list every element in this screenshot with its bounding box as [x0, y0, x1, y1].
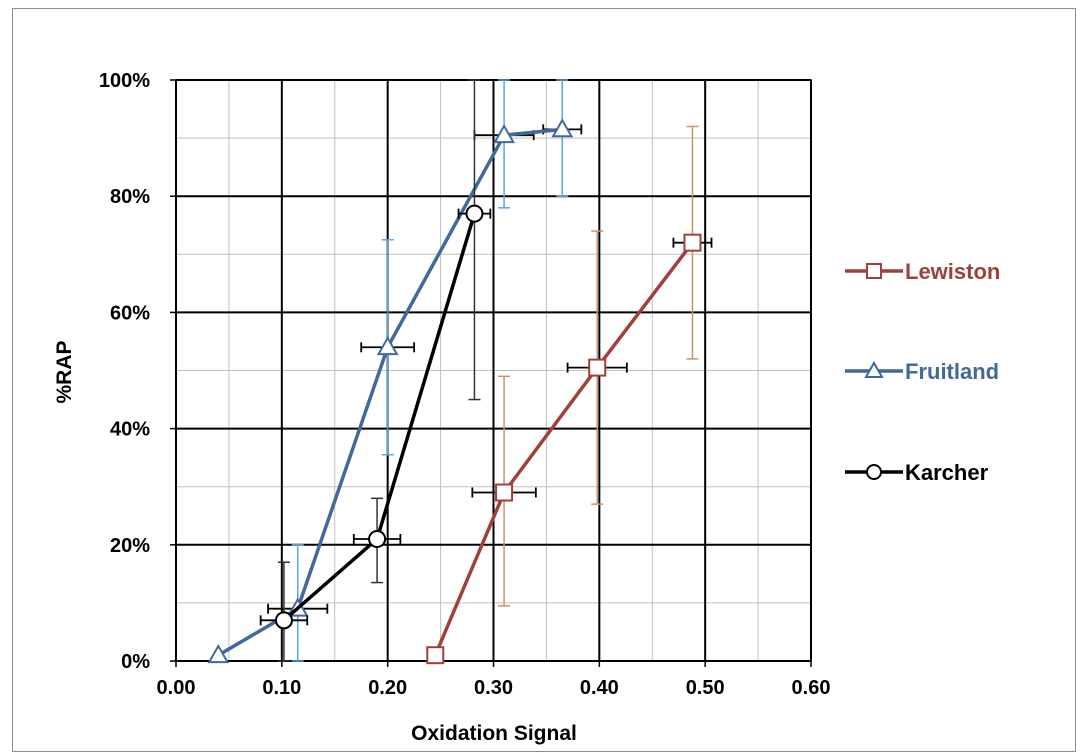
data-point-karcher [465, 204, 484, 223]
x-tick-label: 0.10 [262, 677, 301, 699]
data-point-fruitland [551, 118, 574, 138]
x-tick-label: 0.60 [792, 677, 831, 699]
plot-area-border [175, 79, 812, 662]
series-line-lewiston [433, 241, 694, 656]
data-point-fruitland [493, 123, 516, 144]
data-point-lewiston [683, 233, 702, 252]
legend: Lewiston Fruitland Karcher [845, 259, 1000, 485]
x-tick-label: 0.30 [474, 677, 513, 699]
legend-item-lewiston: Lewiston [845, 259, 1000, 284]
data-point-karcher [368, 529, 387, 548]
y-tick-label: 20% [110, 535, 150, 557]
data-point-fruitland [207, 643, 230, 664]
y-axis-title: %RAP [53, 340, 76, 403]
series-karcher [259, 79, 492, 662]
y-tick-label: 100% [99, 70, 150, 92]
data-point-lewiston [495, 483, 514, 502]
y-tick-label: 0% [121, 651, 150, 673]
x-tick-label: 0.00 [157, 677, 196, 699]
series-fruitland [207, 79, 583, 664]
series-line-fruitland [217, 127, 563, 657]
data-series [207, 79, 713, 665]
y-tick-label: 40% [110, 419, 150, 441]
legend-label-lewiston: Lewiston [905, 259, 1000, 284]
data-point-karcher [274, 611, 293, 630]
data-point-fruitland [376, 336, 399, 356]
data-point-lewiston [588, 358, 607, 377]
legend-marker-karcher [866, 464, 882, 480]
grid [170, 79, 812, 667]
series-line-karcher [282, 213, 477, 622]
tick-labels: 0.00 0.10 0.20 0.30 0.40 0.50 0.60 0% 20% 40% 60% 8… [99, 70, 831, 699]
x-tick-label: 0.40 [580, 677, 619, 699]
legend-marker-lewiston [866, 263, 882, 279]
legend-item-fruitland: Fruitland [845, 359, 999, 384]
y-tick-label: 60% [110, 302, 150, 324]
data-point-lewiston [426, 646, 445, 665]
legend-marker-fruitland [864, 360, 884, 379]
series-lewiston [426, 125, 713, 665]
x-tick-label: 0.20 [368, 677, 407, 699]
x-axis-title: Oxidation Signal [411, 722, 577, 745]
x-tick-label: 0.50 [686, 677, 725, 699]
y-tick-label: 80% [110, 186, 150, 208]
legend-item-karcher: Karcher [845, 460, 989, 485]
legend-label-karcher: Karcher [905, 460, 989, 485]
legend-label-fruitland: Fruitland [905, 359, 999, 384]
